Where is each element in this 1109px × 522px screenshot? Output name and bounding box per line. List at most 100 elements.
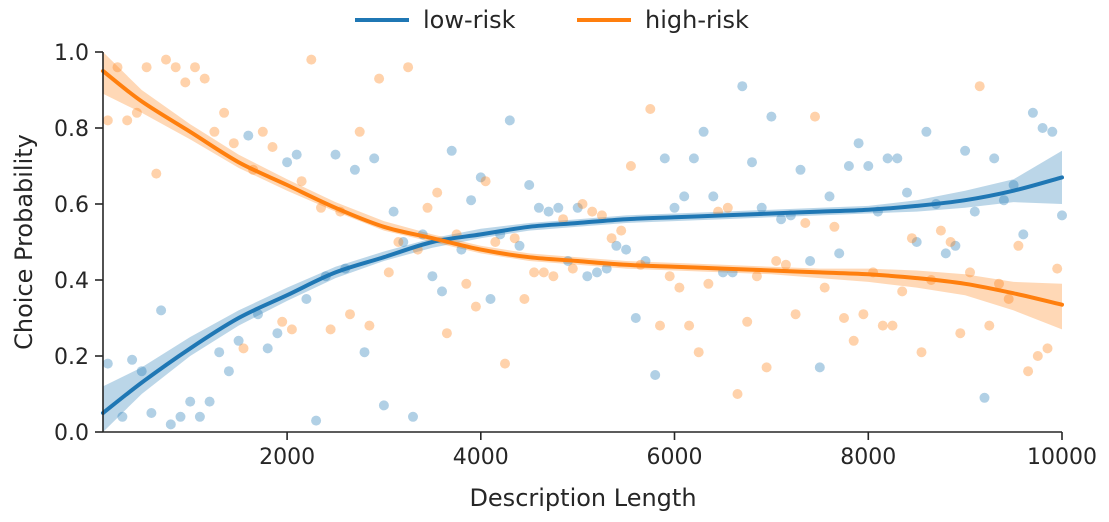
high-risk-point [887, 320, 898, 331]
legend: low-risk high-risk [355, 6, 749, 34]
low-risk-point [882, 153, 893, 164]
high-risk-point [897, 286, 908, 297]
x-tick-label: 8000 [840, 445, 896, 470]
high-risk-point [383, 267, 394, 278]
low-risk-point [1057, 210, 1067, 221]
low-risk-point [1027, 107, 1038, 118]
high-risk-point [180, 77, 191, 88]
low-risk-point [960, 145, 971, 156]
low-risk-point [698, 126, 709, 137]
high-risk-point [965, 267, 975, 278]
high-risk-point [558, 214, 569, 225]
high-risk-point [296, 176, 307, 187]
high-risk-point [548, 271, 559, 282]
high-risk-point [819, 282, 830, 293]
high-risk-point [800, 218, 811, 228]
low-risk-point [640, 256, 651, 266]
low-risk-point [485, 294, 496, 304]
high-risk-point [422, 202, 433, 213]
high-risk-point [587, 206, 598, 217]
high-risk-point [306, 54, 317, 65]
low-risk-point [834, 248, 845, 259]
low-risk-point [950, 240, 961, 251]
low-risk-point [301, 294, 312, 304]
low-risk-point [708, 191, 719, 202]
high-risk-point [461, 278, 472, 289]
high-risk-point [596, 210, 607, 221]
low-risk-point [349, 164, 360, 175]
low-risk-confidence-band [103, 150, 1062, 433]
high-risk-point [674, 282, 685, 293]
low-risk-point [921, 126, 932, 137]
low-risk-point [1008, 180, 1019, 190]
low-risk-point [824, 191, 835, 202]
high-risk-point [955, 328, 966, 339]
low-risk-point [175, 411, 186, 422]
high-risk-point [151, 168, 162, 179]
high-risk-point [538, 267, 549, 278]
low-risk-point [940, 248, 951, 259]
high-risk-point [616, 225, 627, 236]
high-risk-point [935, 225, 946, 236]
low-risk-point [330, 149, 341, 160]
low-risk-point [369, 153, 380, 164]
low-risk-point [543, 206, 554, 217]
low-risk-point [1018, 229, 1029, 240]
low-risk-point [214, 347, 225, 358]
low-risk-point [650, 370, 661, 380]
low-risk-legend-label: low-risk [423, 6, 516, 34]
x-tick-label: 4000 [453, 445, 509, 470]
low-risk-point [233, 335, 244, 346]
low-risk-point [223, 366, 234, 377]
scatter-points [102, 54, 1067, 430]
high-risk-point [529, 267, 540, 278]
high-risk-point [722, 202, 733, 213]
high-risk-point [267, 142, 278, 152]
high-risk-point [277, 316, 288, 327]
high-risk-point [131, 107, 142, 118]
high-risk-point [848, 335, 859, 346]
high-risk-point [732, 389, 743, 399]
low-risk-point [272, 328, 283, 339]
high-risk-point [780, 259, 791, 270]
high-risk-point [751, 271, 762, 282]
high-risk-point [161, 54, 171, 65]
low-risk-point [621, 244, 632, 255]
high-risk-fit-line [101, 69, 1064, 307]
low-risk-point [282, 157, 293, 168]
high-risk-point [994, 278, 1004, 289]
low-risk-point [776, 214, 787, 225]
low-risk-fit-line [101, 175, 1064, 415]
high-risk-point [829, 221, 840, 232]
low-risk-point [466, 195, 477, 206]
high-risk-point [742, 316, 753, 327]
high-risk-point [790, 309, 801, 320]
low-risk-point [969, 206, 980, 217]
high-risk-point [470, 301, 481, 312]
high-risk-point [374, 73, 385, 84]
low-risk-point [747, 157, 757, 168]
low-risk-point [737, 81, 748, 92]
low-risk-point [843, 161, 854, 171]
low-risk-point [766, 111, 777, 122]
high-risk-confidence-band [103, 52, 1062, 330]
high-risk-point [877, 320, 888, 331]
high-risk-point [1003, 294, 1014, 304]
y-tick-label: 0.0 [54, 421, 89, 446]
low-risk-point [553, 202, 564, 213]
high-risk-point [219, 107, 230, 118]
low-risk-point [659, 153, 670, 164]
low-risk-point [146, 408, 157, 418]
high-risk-point [500, 358, 510, 369]
low-risk-point [592, 267, 602, 278]
high-risk-point [625, 161, 636, 171]
y-axis-title: Choice Probability [10, 134, 38, 350]
low-risk-point [669, 202, 680, 213]
y-tick-label: 0.2 [54, 345, 89, 370]
low-risk-point [805, 256, 816, 266]
high-risk-point [432, 187, 443, 198]
low-risk-point [601, 263, 612, 274]
high-risk-legend-label: high-risk [645, 6, 749, 34]
low-risk-point [185, 396, 196, 407]
